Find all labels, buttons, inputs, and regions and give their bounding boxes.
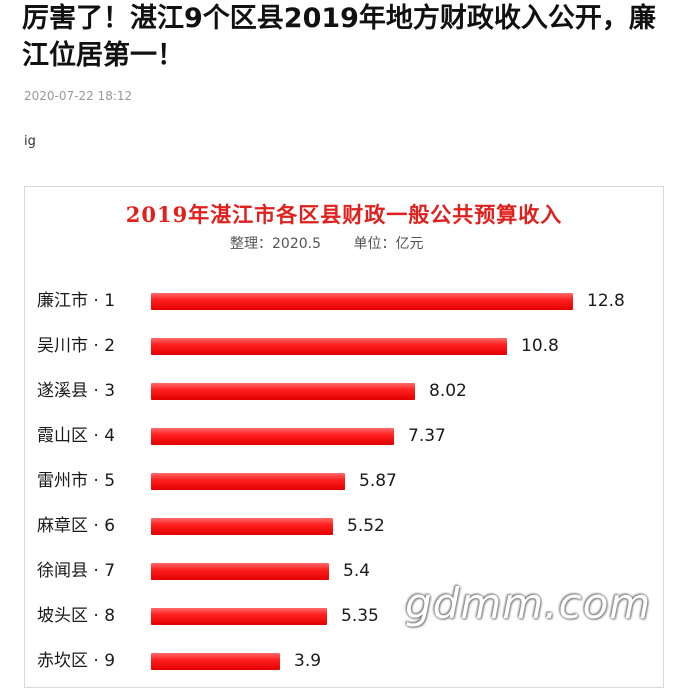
value-label: 12.8: [587, 291, 625, 311]
category-label: 霞山区 · 4: [37, 426, 116, 446]
bar: [151, 338, 507, 355]
chart-figure: 2019年湛江市各区县财政一般公共预算收入 整理：2020.5 单位：亿元 gd…: [24, 186, 664, 688]
bar: [151, 383, 415, 400]
category-label: 廉江市 · 1: [37, 291, 116, 311]
chart-subtitle-row: 整理：2020.5 单位：亿元: [230, 233, 423, 253]
value-label: 7.37: [408, 426, 446, 446]
category-label: 坡头区 · 8: [37, 606, 116, 626]
value-label: 10.8: [521, 336, 559, 356]
category-label: 雷州市 · 5: [37, 471, 116, 491]
bar: [151, 653, 280, 670]
chart-unit-label: 单位：亿元: [353, 236, 424, 252]
bar: [151, 473, 345, 490]
bar: [151, 428, 394, 445]
category-label: 吴川市 · 2: [37, 336, 116, 356]
value-label: 3.9: [294, 651, 322, 671]
bar: [151, 518, 333, 535]
chart-title: 2019年湛江市各区县财政一般公共预算收入: [125, 202, 563, 227]
value-label: 5.4: [343, 561, 371, 581]
category-label: 麻章区 · 6: [37, 516, 116, 536]
bar: [151, 293, 573, 310]
category-label: 赤坎区 · 9: [37, 651, 116, 671]
category-label: 徐闻县 · 7: [37, 561, 116, 581]
value-label: 8.02: [429, 381, 467, 401]
bar: [151, 563, 329, 580]
value-label: 5.52: [347, 516, 385, 536]
category-label: 遂溪县 · 3: [37, 381, 116, 401]
watermark-text: gdmm.com: [405, 579, 652, 628]
article-headline: 厉害了！湛江9个区县2019年地方财政收入公开，廉江位居第一！: [22, 3, 656, 71]
article-tag: ig: [24, 134, 36, 149]
value-label: 5.35: [341, 606, 379, 626]
chart-subtitle: 整理：2020.5: [230, 236, 321, 252]
value-label: 5.87: [359, 471, 397, 491]
publish-date: 2020-07-22 18:12: [24, 89, 133, 103]
bar: [151, 608, 327, 625]
